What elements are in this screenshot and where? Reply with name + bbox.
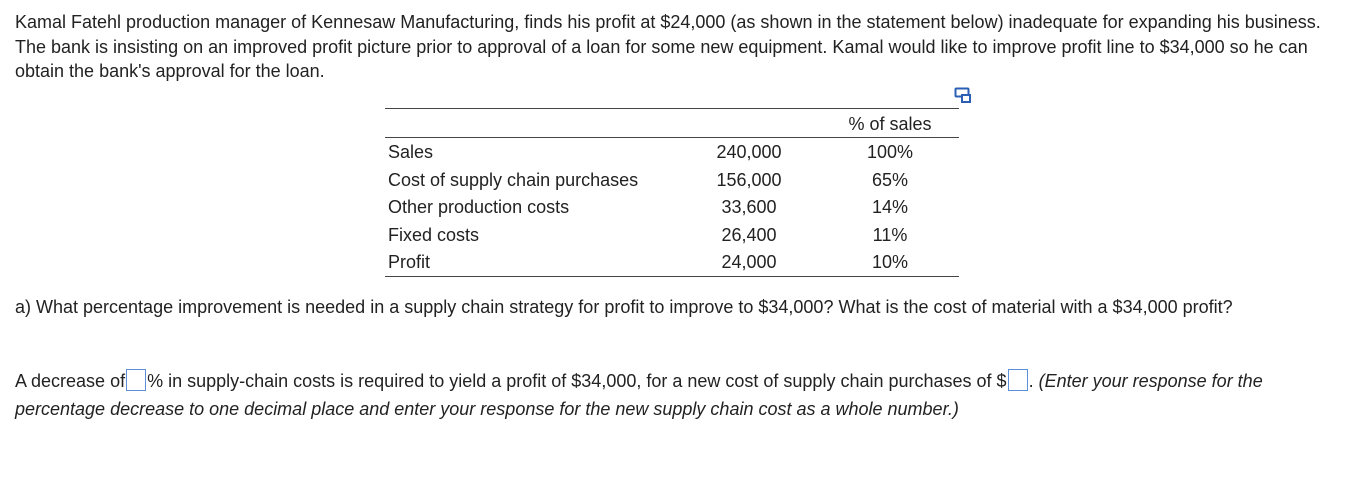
new-supply-cost-input[interactable] — [1007, 369, 1028, 391]
answer-sentence: A decrease of % in supply-chain costs is … — [15, 367, 1330, 423]
pct-of-sales-header: % of sales — [848, 114, 932, 134]
statement-row-supply-chain: Cost of supply chain purchases 156,000 6… — [385, 166, 959, 194]
answer-text-2: % in supply-chain costs is required to y… — [147, 371, 1007, 391]
row-percent: 11% — [872, 224, 908, 245]
answer-text-1: A decrease of — [15, 371, 126, 391]
row-amount: 24,000 — [721, 252, 777, 272]
row-percent: 10% — [871, 252, 909, 272]
row-label: Fixed costs — [388, 224, 480, 245]
statement-row-fixed-costs: Fixed costs 26,400 11% — [385, 221, 959, 249]
row-label: Profit — [388, 252, 431, 272]
row-amount: 240,000 — [716, 142, 782, 162]
row-amount: 26,400 — [721, 224, 777, 245]
row-percent: 65% — [871, 169, 909, 190]
row-amount: 156,000 — [716, 169, 782, 190]
row-label: Other production costs — [388, 197, 570, 217]
row-label: Cost of supply chain purchases — [388, 169, 639, 190]
question-a: a) What percentage improvement is needed… — [15, 297, 1233, 317]
statement-row-other-production: Other production costs 33,600 14% — [385, 193, 959, 221]
statement-row-sales: Sales 240,000 100% — [385, 138, 959, 166]
row-label: Sales — [388, 142, 434, 162]
row-percent: 100% — [866, 142, 914, 162]
copy-table-icon[interactable] — [954, 86, 972, 104]
statement-row-profit: Profit 24,000 10% — [385, 248, 959, 276]
problem-intro: Kamal Fatehl production manager of Kenne… — [15, 12, 1321, 81]
row-amount: 33,600 — [721, 197, 777, 217]
percent-decrease-input[interactable] — [126, 369, 147, 391]
answer-instructions: (Enter your response for the percentage … — [15, 371, 1263, 419]
income-statement-table: % of sales Sales 240,000 100% Cost of su… — [385, 108, 959, 277]
answer-text-3: . — [1028, 371, 1034, 391]
row-percent: 14% — [871, 197, 909, 217]
statement-header: % of sales — [385, 109, 959, 138]
